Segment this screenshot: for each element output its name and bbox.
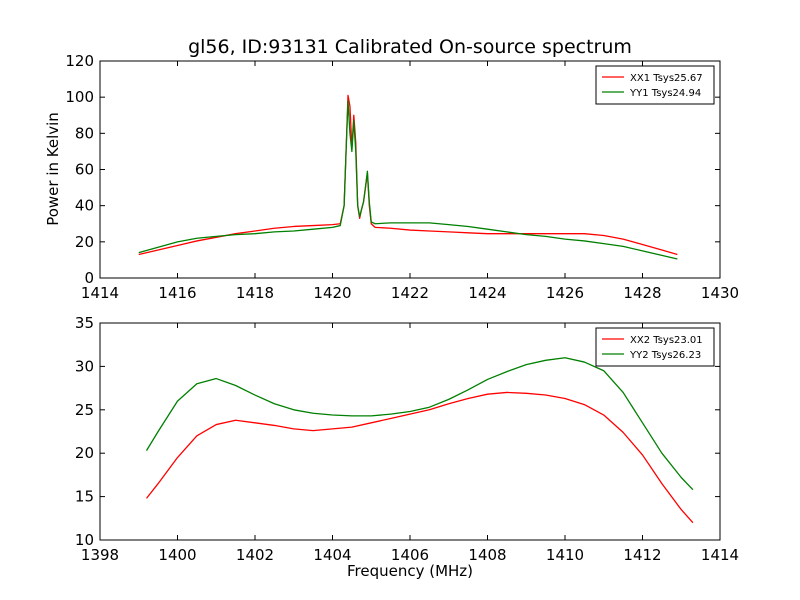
legend-label-yy2: YY2 Tsys26.23: [629, 350, 701, 361]
y-tick-label: 80: [75, 124, 94, 142]
x-tick-label: 1428: [623, 284, 661, 302]
chart-title: gl56, ID:93131 Calibrated On-source spec…: [188, 36, 632, 58]
x-tick-label: 1430: [701, 284, 739, 302]
x-tick-label: 1410: [546, 546, 584, 564]
y-tick-label: 100: [65, 88, 94, 106]
y-tick-label: 25: [75, 401, 94, 419]
series-line-yy1: [138, 100, 678, 260]
x-tick-label: 1414: [701, 546, 739, 564]
x-tick-label: 1414: [81, 284, 119, 302]
y-tick-label: 40: [75, 197, 94, 215]
y-tick-label: 35: [75, 314, 94, 332]
series-line-yy2: [145, 357, 694, 491]
y-tick-label: 15: [75, 488, 94, 506]
top-legend: XX1 Tsys25.67 YY1 Tsys24.94: [595, 65, 715, 105]
y-tick-label: 0: [84, 269, 94, 287]
x-tick-label: 1400: [158, 546, 196, 564]
x-tick-label: 1402: [236, 546, 274, 564]
top-chart: gl56, ID:93131 Calibrated On-source spec…: [44, 36, 739, 302]
series-line-xx2: [145, 391, 694, 524]
y-axis-label: Power in Kelvin: [44, 112, 62, 226]
legend-box: [595, 327, 715, 367]
x-tick-label: 1424: [468, 284, 506, 302]
legend-label-yy1: YY1 Tsys24.94: [629, 88, 701, 99]
x-tick-label: 1404: [313, 546, 351, 564]
x-tick-label: 1422: [391, 284, 429, 302]
legend-label-xx1: XX1 Tsys25.67: [630, 73, 703, 84]
x-tick-label: 1416: [158, 284, 196, 302]
legend-label-xx2: XX2 Tsys23.01: [630, 335, 703, 346]
top-plot-area: 1414 1416 1418 1420 1422 1424 1426 1428 1430 0 20 4…: [65, 52, 739, 302]
x-tick-label: 1412: [623, 546, 661, 564]
x-axis-label: Frequency (MHz): [347, 562, 473, 580]
y-tick-label: 120: [65, 52, 94, 70]
x-tick-label: 1418: [236, 284, 274, 302]
y-tick-label: 20: [75, 444, 94, 462]
x-tick-label: 1426: [546, 284, 584, 302]
bottom-legend: XX2 Tsys23.01 YY2 Tsys26.23: [595, 327, 715, 367]
x-tick-label: 1408: [468, 546, 506, 564]
y-tick-label: 60: [75, 161, 94, 179]
legend-box: [595, 65, 715, 105]
y-tick-label: 20: [75, 233, 94, 251]
x-tick-label: 1398: [81, 546, 119, 564]
y-tick-label: 30: [75, 357, 94, 375]
bottom-chart: Frequency (MHz) 1398 1400 1402 1404 1406 1408…: [75, 314, 739, 580]
y-tick-label: 10: [75, 531, 94, 549]
x-tick-label: 1406: [391, 546, 429, 564]
bottom-plot-area: 1398 1400 1402 1404 1406 1408 1410 1412 1414 10 15…: [75, 314, 739, 564]
x-tick-label: 1420: [313, 284, 351, 302]
